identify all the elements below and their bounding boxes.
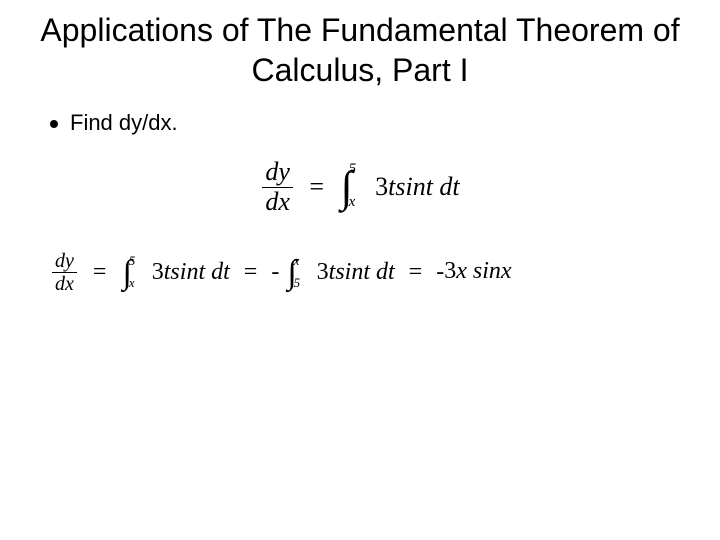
upper-2: x bbox=[294, 253, 300, 269]
equals-2: = bbox=[244, 259, 258, 285]
equals-1: = bbox=[93, 259, 107, 285]
final-result: -3x sinx bbox=[436, 258, 511, 284]
lower-limit: x bbox=[349, 194, 356, 211]
negative-sign: - bbox=[271, 259, 279, 285]
integral: ∫ 5 x bbox=[341, 165, 353, 209]
denominator: dx bbox=[262, 188, 293, 217]
numerator: dy bbox=[262, 158, 293, 188]
integral-step2: ∫ x 5 bbox=[287, 256, 296, 290]
equals-sign: = bbox=[309, 172, 324, 201]
numerator-sol: dy bbox=[52, 250, 77, 273]
upper-limit: 5 bbox=[349, 161, 357, 178]
fraction-dydx: dy dx bbox=[262, 158, 293, 216]
integrand: 3tsint dt bbox=[375, 172, 460, 201]
integrand-2: 3tsint dt bbox=[317, 259, 395, 285]
main-equation: dy dx = ∫ 5 x 3tsint dt bbox=[0, 136, 720, 226]
denominator-sol: dx bbox=[52, 273, 77, 295]
problem-prompt: Find dy/dx. bbox=[0, 90, 720, 136]
slide-title: Applications of The Fundamental Theorem … bbox=[0, 0, 720, 90]
integrand-1: 3tsint dt bbox=[152, 259, 230, 285]
lower-1: x bbox=[129, 275, 135, 291]
lower-2: 5 bbox=[294, 275, 301, 291]
integral-step1: ∫ 5 x bbox=[122, 256, 131, 290]
equals-3: = bbox=[409, 259, 423, 285]
upper-1: 5 bbox=[129, 253, 136, 269]
fraction-dydx-sol: dy dx bbox=[52, 250, 77, 295]
bullet-icon bbox=[50, 120, 58, 128]
solution-equation: dy dx = ∫ 5 x 3tsint dt = - ∫ x 5 3tsint… bbox=[0, 226, 720, 295]
prompt-text: Find dy/dx. bbox=[70, 110, 178, 135]
